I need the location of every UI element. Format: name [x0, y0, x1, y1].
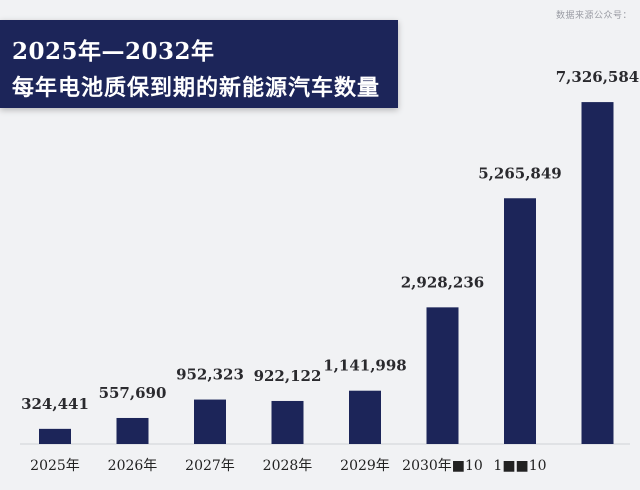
bar-2030年	[426, 307, 459, 444]
chart-title-line2: 每年电池质保到期的新能源汽车数量	[12, 75, 381, 101]
value-label: 5,265,849	[478, 164, 562, 182]
bar-2032年	[581, 102, 614, 444]
value-label: 1,141,998	[323, 357, 407, 375]
value-label: 7,326,584	[556, 68, 640, 86]
bar-2025年	[39, 428, 71, 444]
bar-2026年	[116, 417, 149, 444]
bar-2027年	[194, 399, 226, 444]
category-label: 2025年	[30, 458, 80, 474]
source-note: 数据来源公众号：	[555, 11, 632, 21]
chart-title-box: 2025年—2032年 每年电池质保到期的新能源汽车数量	[0, 20, 398, 108]
value-label: 2,928,236	[401, 273, 485, 291]
value-label: 324,441	[21, 395, 89, 413]
category-label: 2028年	[263, 458, 313, 474]
bar-2029年	[349, 390, 381, 444]
value-label: 952,323	[176, 366, 244, 384]
category-label: 2027年	[185, 458, 235, 474]
category-label: 2026年	[108, 458, 158, 474]
bar-2031年	[504, 198, 536, 444]
category-label: 2030年■10	[402, 458, 483, 474]
chart-title-line1: 2025年—2032年	[12, 38, 215, 65]
value-label: 922,122	[254, 367, 322, 385]
category-label: 1■■10	[493, 458, 546, 474]
bar-2028年	[271, 400, 304, 444]
value-label: 557,690	[99, 384, 167, 402]
category-label: 2029年	[340, 458, 390, 474]
